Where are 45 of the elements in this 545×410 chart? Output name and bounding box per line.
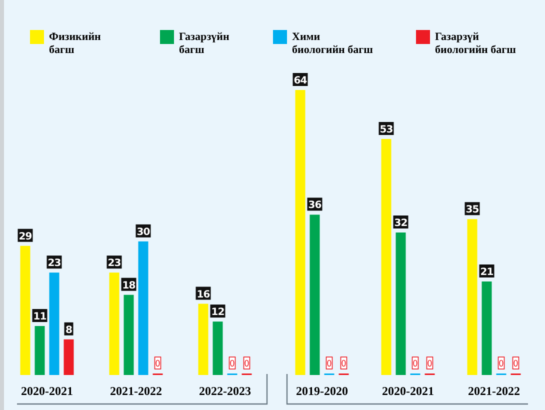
legend-label: Газарзүйн багш	[179, 31, 230, 56]
data-label: 0	[412, 360, 418, 370]
data-label: 32	[394, 218, 408, 229]
bar	[212, 322, 223, 375]
data-label: 0	[326, 360, 332, 370]
legend-label: Физикийн багш	[49, 31, 102, 56]
data-label: 12	[211, 307, 225, 318]
data-label: 0	[244, 360, 250, 370]
bar	[198, 304, 208, 375]
legend-label: Хими биологийн багш	[292, 31, 373, 56]
data-label: 23	[108, 258, 122, 270]
data-label: 11	[33, 312, 47, 323]
x-tick-label: 2020-2021	[21, 384, 73, 398]
bar	[34, 326, 45, 375]
bar	[109, 272, 120, 375]
data-label: 29	[18, 231, 32, 242]
data-label: 16	[196, 289, 210, 300]
data-label: 23	[48, 258, 62, 270]
data-label: 21	[480, 266, 494, 278]
data-label: 36	[308, 200, 322, 212]
data-label: 0	[230, 360, 235, 370]
x-tick-label: 2019-2020	[296, 384, 348, 398]
bar	[138, 241, 148, 375]
x-tick-label: 2022-2023	[199, 384, 251, 398]
bar	[124, 294, 134, 375]
bar	[20, 246, 30, 375]
data-label: 64	[294, 76, 308, 86]
data-label: 35	[466, 204, 480, 216]
data-label: 0	[427, 360, 432, 370]
data-label: 53	[380, 124, 394, 136]
x-tick-label: 2021-2022	[110, 384, 162, 398]
bar	[49, 272, 60, 375]
data-label: 18	[122, 280, 136, 292]
data-label: 0	[498, 360, 504, 370]
legend-label: Газарзүй биологийн багш	[435, 31, 516, 56]
bar	[467, 219, 478, 375]
bar	[482, 281, 492, 375]
data-label: 30	[136, 226, 150, 238]
data-label: 0	[155, 360, 160, 370]
x-tick-label: 2021-2022	[468, 384, 520, 398]
data-label: 0	[513, 360, 518, 370]
data-label: 8	[66, 324, 73, 336]
x-tick-label: 2020-2021	[382, 384, 434, 398]
bar	[64, 339, 74, 375]
data-label: 0	[341, 360, 346, 370]
